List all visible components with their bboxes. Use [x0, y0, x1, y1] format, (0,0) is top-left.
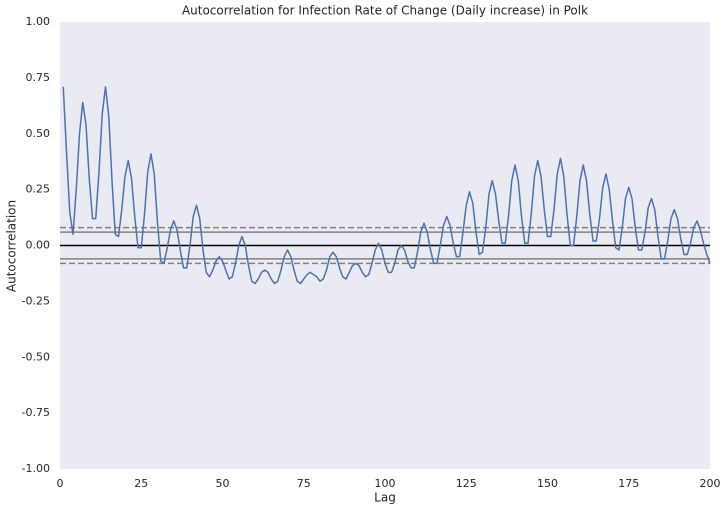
x-tick-label: 125 [456, 477, 477, 490]
y-tick-label: 1.00 [26, 15, 51, 28]
x-tick-label: 50 [216, 477, 230, 490]
y-tick-label: -1.00 [22, 462, 50, 475]
y-tick-label: 0.75 [26, 71, 51, 84]
x-tick-label: 175 [618, 477, 639, 490]
y-tick-label: 0.50 [26, 127, 51, 140]
x-tick-label: 150 [537, 477, 558, 490]
chart-title: Autocorrelation for Infection Rate of Ch… [182, 4, 588, 18]
x-tick-label: 100 [375, 477, 396, 490]
y-tick-label: -0.25 [22, 294, 50, 307]
x-axis-label: Lag [374, 491, 396, 505]
y-tick-label: -0.50 [22, 350, 50, 363]
x-tick-label: 200 [700, 477, 721, 490]
y-tick-label: 0.25 [26, 183, 51, 196]
x-tick-label: 75 [297, 477, 311, 490]
x-tick-label: 0 [57, 477, 64, 490]
x-tick-label: 25 [134, 477, 148, 490]
y-tick-label: -0.75 [22, 406, 50, 419]
y-tick-label: 0.00 [26, 239, 51, 252]
y-axis-label: Autocorrelation [5, 200, 19, 292]
data-line [62, 86, 711, 285]
